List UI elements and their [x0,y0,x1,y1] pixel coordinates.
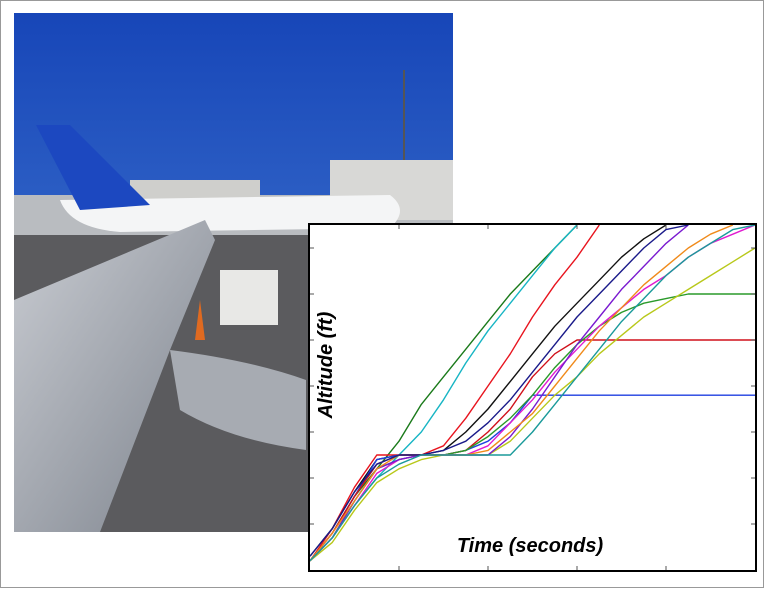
plot-area [310,225,755,562]
series-line [310,225,667,557]
series-line [310,225,689,557]
series-line [310,225,600,562]
y-axis-title: Altitude (ft) [315,311,337,419]
series-line [310,247,755,562]
chart-frame [308,223,757,572]
series-line [310,225,755,562]
x-axis-title: Time (seconds) [457,535,604,557]
series-line [310,225,734,562]
ticks [310,225,755,570]
